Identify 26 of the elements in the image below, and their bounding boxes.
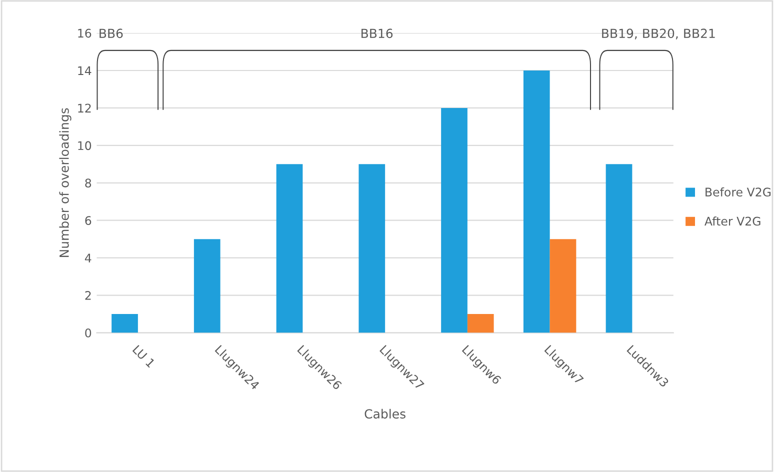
bar (550, 239, 576, 333)
y-tick-label: 8 (85, 178, 92, 188)
y-tick-label: 0 (85, 328, 92, 338)
y-tick-label: 12 (78, 104, 91, 112)
y-tick-label: 4 (84, 254, 92, 262)
y-axis-title: Number of overloadings (59, 108, 72, 257)
bar (194, 239, 220, 333)
x-tick-label: LU 1 (132, 344, 156, 368)
y-tick-label: 6 (85, 216, 92, 226)
annotation: BB6 (100, 28, 123, 38)
bar (276, 164, 303, 333)
bar (112, 314, 138, 333)
bar (467, 314, 494, 333)
bar (606, 164, 632, 333)
bar (523, 70, 550, 333)
bar (358, 164, 386, 333)
y-tick-label: 2 (85, 291, 91, 300)
annotation: BB16 (362, 28, 393, 38)
y-tick-label: 14 (78, 66, 92, 75)
y-tick-label: 16 (78, 28, 92, 38)
y-tick-label: 10 (78, 141, 92, 150)
annotation: BB19, BB20, BB21 (602, 28, 715, 40)
bar (441, 108, 468, 333)
legend-label: After V2G (704, 216, 760, 226)
x-axis-title: Cables (364, 408, 406, 419)
legend-label: Before V2G (706, 187, 771, 197)
